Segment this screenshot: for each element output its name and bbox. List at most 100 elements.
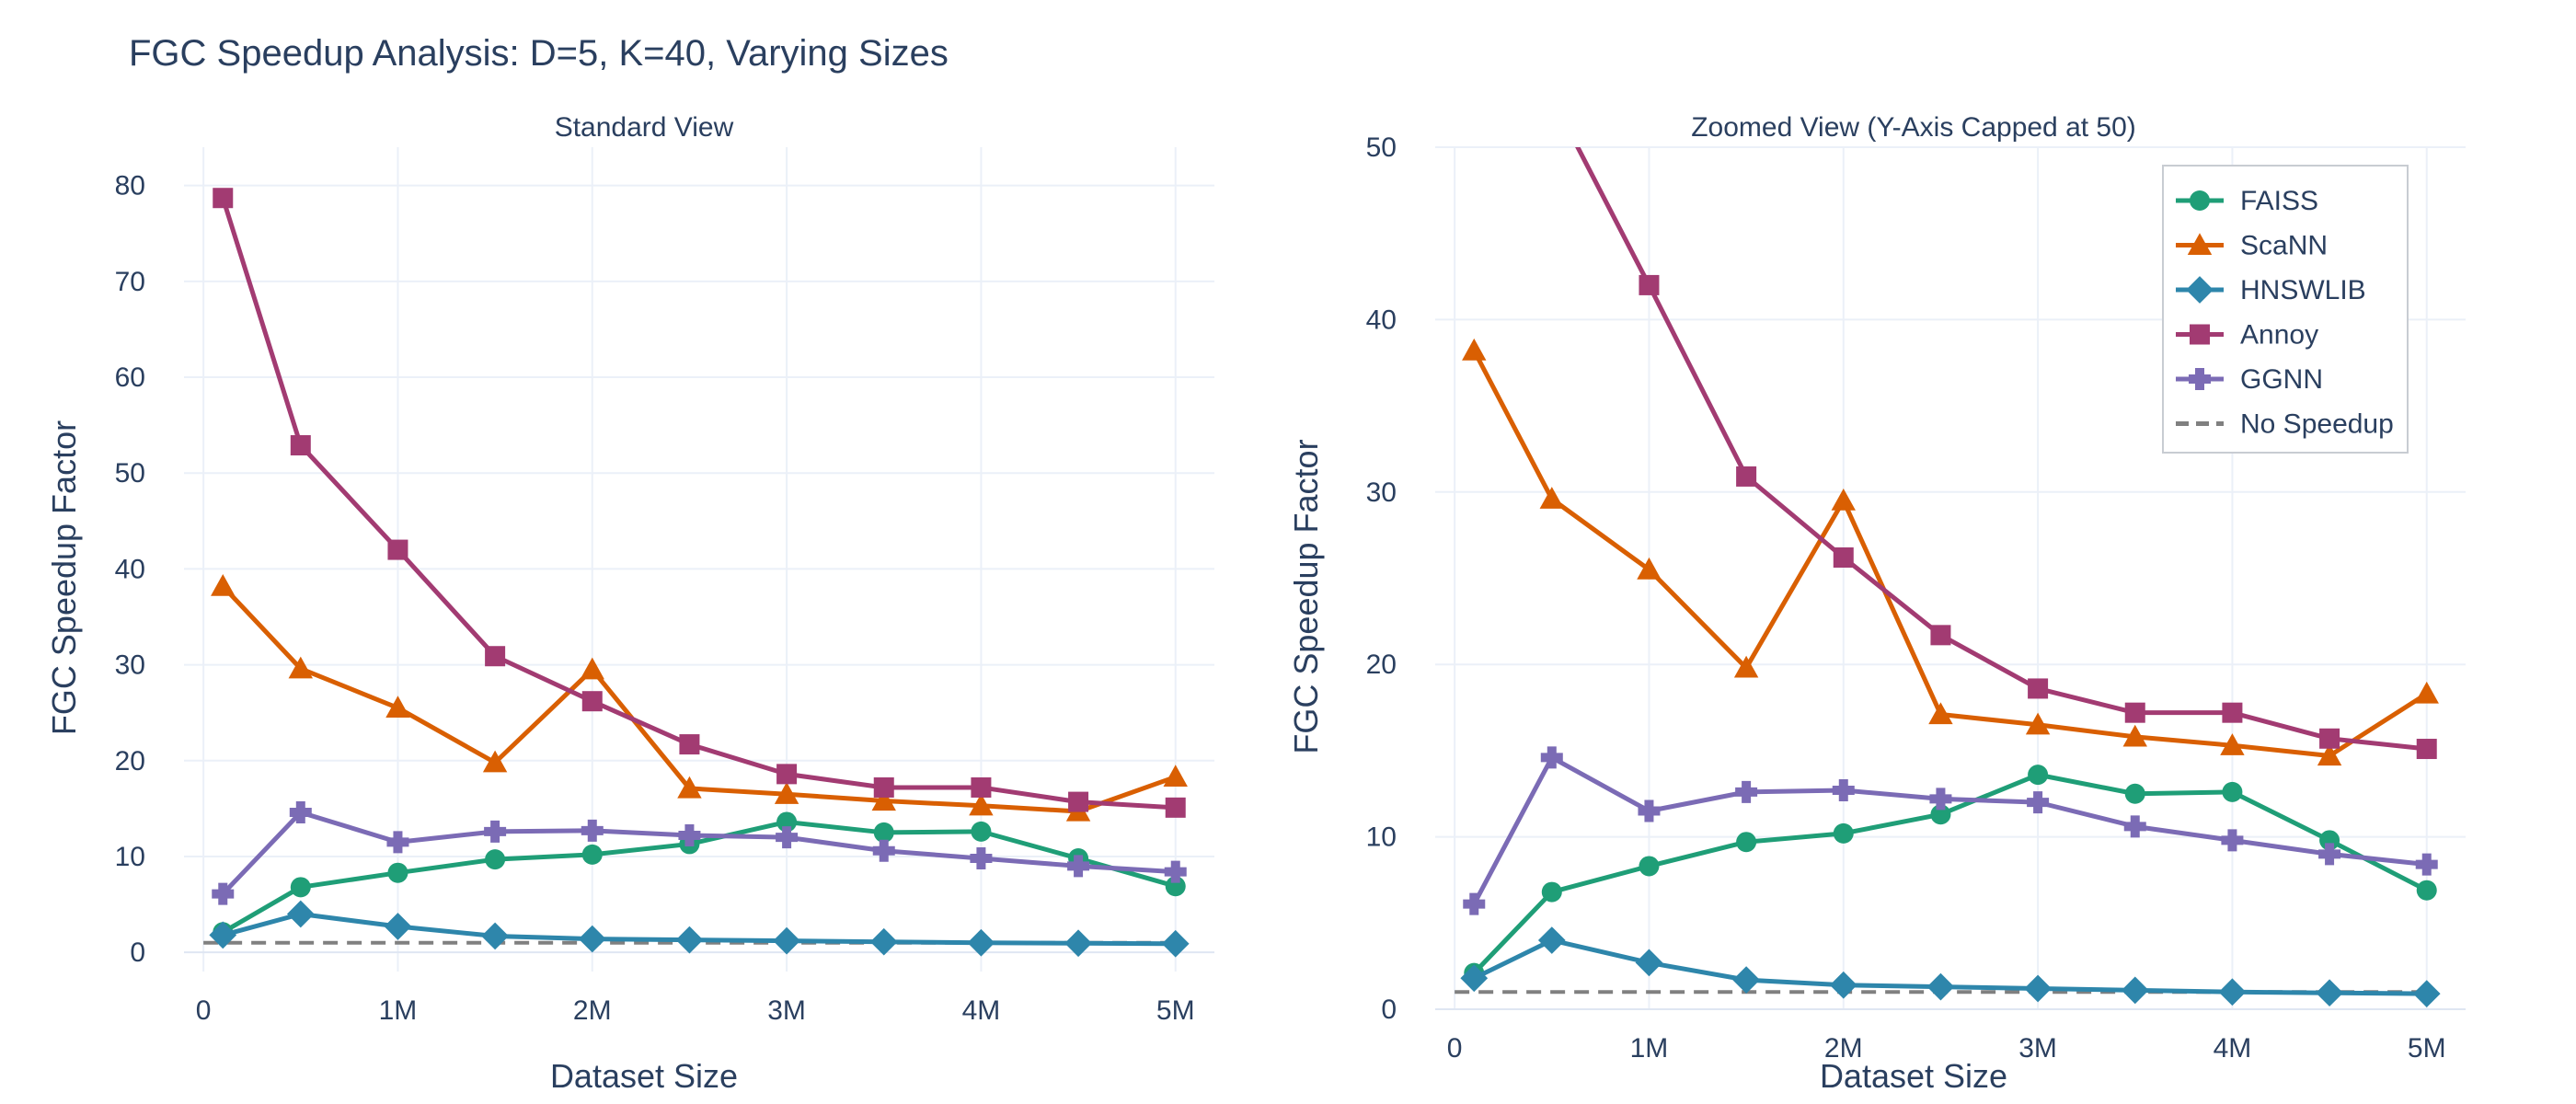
panel-zoomed-view: 0 1M 2M 3M 4M 5M 0 10 20 30 40 50 Zoomed View (Y-Axi… <box>1287 87 2466 1095</box>
point-annoy-marker <box>2319 728 2340 749</box>
point-scann-marker <box>211 573 236 596</box>
panel-standard-view: 0 1M 2M 3M 4M 5M 0 10 20 30 40 50 60 70 80 Standard Vie… <box>45 112 1214 1095</box>
point-faiss-marker <box>290 877 311 898</box>
legend-item-ggnn: GGNN <box>2176 364 2323 395</box>
point-faiss-marker <box>776 811 798 833</box>
x-tick-label: 4M <box>2214 1033 2252 1064</box>
point-scann-marker <box>2317 743 2342 766</box>
point-ggnn-marker <box>678 824 701 847</box>
point-hnswlib-marker <box>1460 964 1489 993</box>
point-annoy-marker <box>485 646 506 667</box>
x-tick-label: 4M <box>962 995 1001 1026</box>
point-hnswlib-marker <box>1537 926 1566 954</box>
x-tick-label: 0 <box>1447 1033 1463 1064</box>
point-hnswlib-marker <box>384 913 412 940</box>
series-line-scann <box>221 584 1177 814</box>
point-hnswlib-marker <box>1635 949 1663 977</box>
y-axis-title: FGC Speedup Factor <box>45 420 83 735</box>
y-tick-label: 10 <box>1366 822 1397 853</box>
point-annoy-marker <box>2028 678 2049 699</box>
point-faiss-marker <box>1541 881 1562 903</box>
x-tick-label: 3M <box>767 995 806 1026</box>
point-scann-marker <box>1163 765 1188 788</box>
point-annoy-marker <box>581 691 603 712</box>
point-ggnn-marker <box>872 839 895 862</box>
point-ggnn-marker <box>2318 843 2341 866</box>
series-line-ggnn <box>1472 754 2428 905</box>
x-tick-label: 3M <box>2018 1033 2057 1064</box>
point-hnswlib-marker <box>967 928 995 957</box>
point-scann-marker <box>1539 487 1564 509</box>
point-ggnn-marker <box>2027 791 2050 814</box>
point-faiss-marker <box>2124 783 2145 804</box>
legend-label: FAISS <box>2240 186 2318 216</box>
point-scann-marker <box>2122 724 2147 747</box>
chart-title: FGC Speedup Analysis: D=5, K=40, Varying… <box>129 33 949 74</box>
point-annoy-marker <box>776 764 798 785</box>
point-hnswlib-marker <box>1926 972 1955 1001</box>
y-tick-label: 80 <box>115 171 145 201</box>
y-tick-label: 30 <box>1366 477 1397 508</box>
point-annoy-marker <box>1930 625 1951 646</box>
point-ggnn-marker <box>2189 368 2211 390</box>
point-faiss-marker <box>387 862 408 883</box>
point-scann-marker <box>580 657 604 680</box>
point-scann-marker <box>2187 233 2213 256</box>
x-axis-title: Dataset Size <box>550 1057 738 1095</box>
point-hnswlib-marker <box>1829 971 1857 999</box>
point-scann-marker <box>871 788 896 811</box>
point-ggnn-marker <box>1164 860 1187 883</box>
x-axis-title: Dataset Size <box>1820 1057 2007 1095</box>
legend-item-scann: ScaNN <box>2176 231 2328 261</box>
point-scann-marker <box>385 696 410 719</box>
point-hnswlib-marker <box>209 921 237 949</box>
point-faiss-marker <box>2222 781 2243 802</box>
point-scann-marker <box>774 782 799 804</box>
x-tick-label: 2M <box>1824 1033 1863 1064</box>
point-scann-marker <box>677 776 702 799</box>
point-ggnn-marker <box>386 831 409 854</box>
legend-label: ScaNN <box>2240 231 2328 261</box>
point-hnswlib-marker <box>286 900 315 928</box>
point-ggnn-marker <box>1929 788 1952 811</box>
series-line-faiss <box>1472 772 2428 975</box>
point-ggnn-marker <box>776 826 799 849</box>
point-annoy-marker <box>2190 324 2210 345</box>
point-annoy-marker <box>679 734 700 755</box>
legend-label: No Speedup <box>2240 409 2394 440</box>
point-hnswlib-marker <box>869 927 898 956</box>
point-faiss-marker <box>2416 880 2437 901</box>
legend-item-annoy: Annoy <box>2176 320 2318 351</box>
point-annoy-marker <box>1736 466 1757 487</box>
point-scann-marker <box>2414 681 2439 704</box>
point-scann-marker <box>288 656 313 679</box>
point-hnswlib-marker <box>2024 974 2052 1003</box>
point-hnswlib-marker <box>1732 966 1760 994</box>
point-faiss-marker <box>971 821 992 842</box>
subplot-title: Zoomed View (Y-Axis Capped at 50) <box>1691 112 2136 143</box>
point-scann-marker <box>1462 338 1487 361</box>
point-faiss-marker <box>2319 830 2340 851</box>
x-tick-label: 5M <box>1156 995 1195 1026</box>
point-ggnn-marker <box>1540 746 1563 769</box>
y-tick-label: 10 <box>115 842 145 872</box>
point-hnswlib-marker <box>2412 980 2441 1007</box>
point-annoy-marker <box>873 776 894 798</box>
point-ggnn-marker <box>1067 855 1090 878</box>
point-annoy-marker <box>2222 702 2243 723</box>
point-scann-marker <box>1637 557 1662 580</box>
y-axis-title: FGC Speedup Factor <box>1287 439 1325 753</box>
point-hnswlib-marker <box>481 922 509 950</box>
point-annoy-marker <box>971 776 992 798</box>
point-ggnn-marker <box>2221 829 2244 852</box>
point-ggnn-marker <box>484 820 507 843</box>
y-tick-label: 70 <box>115 267 145 297</box>
point-scann-marker <box>969 793 994 816</box>
point-ggnn-marker <box>2123 815 2146 838</box>
point-ggnn-marker <box>581 819 604 842</box>
point-annoy-marker <box>1542 87 1562 108</box>
x-tick-label: 1M <box>1630 1033 1669 1064</box>
grid <box>184 147 1214 972</box>
point-faiss-marker <box>485 849 506 870</box>
